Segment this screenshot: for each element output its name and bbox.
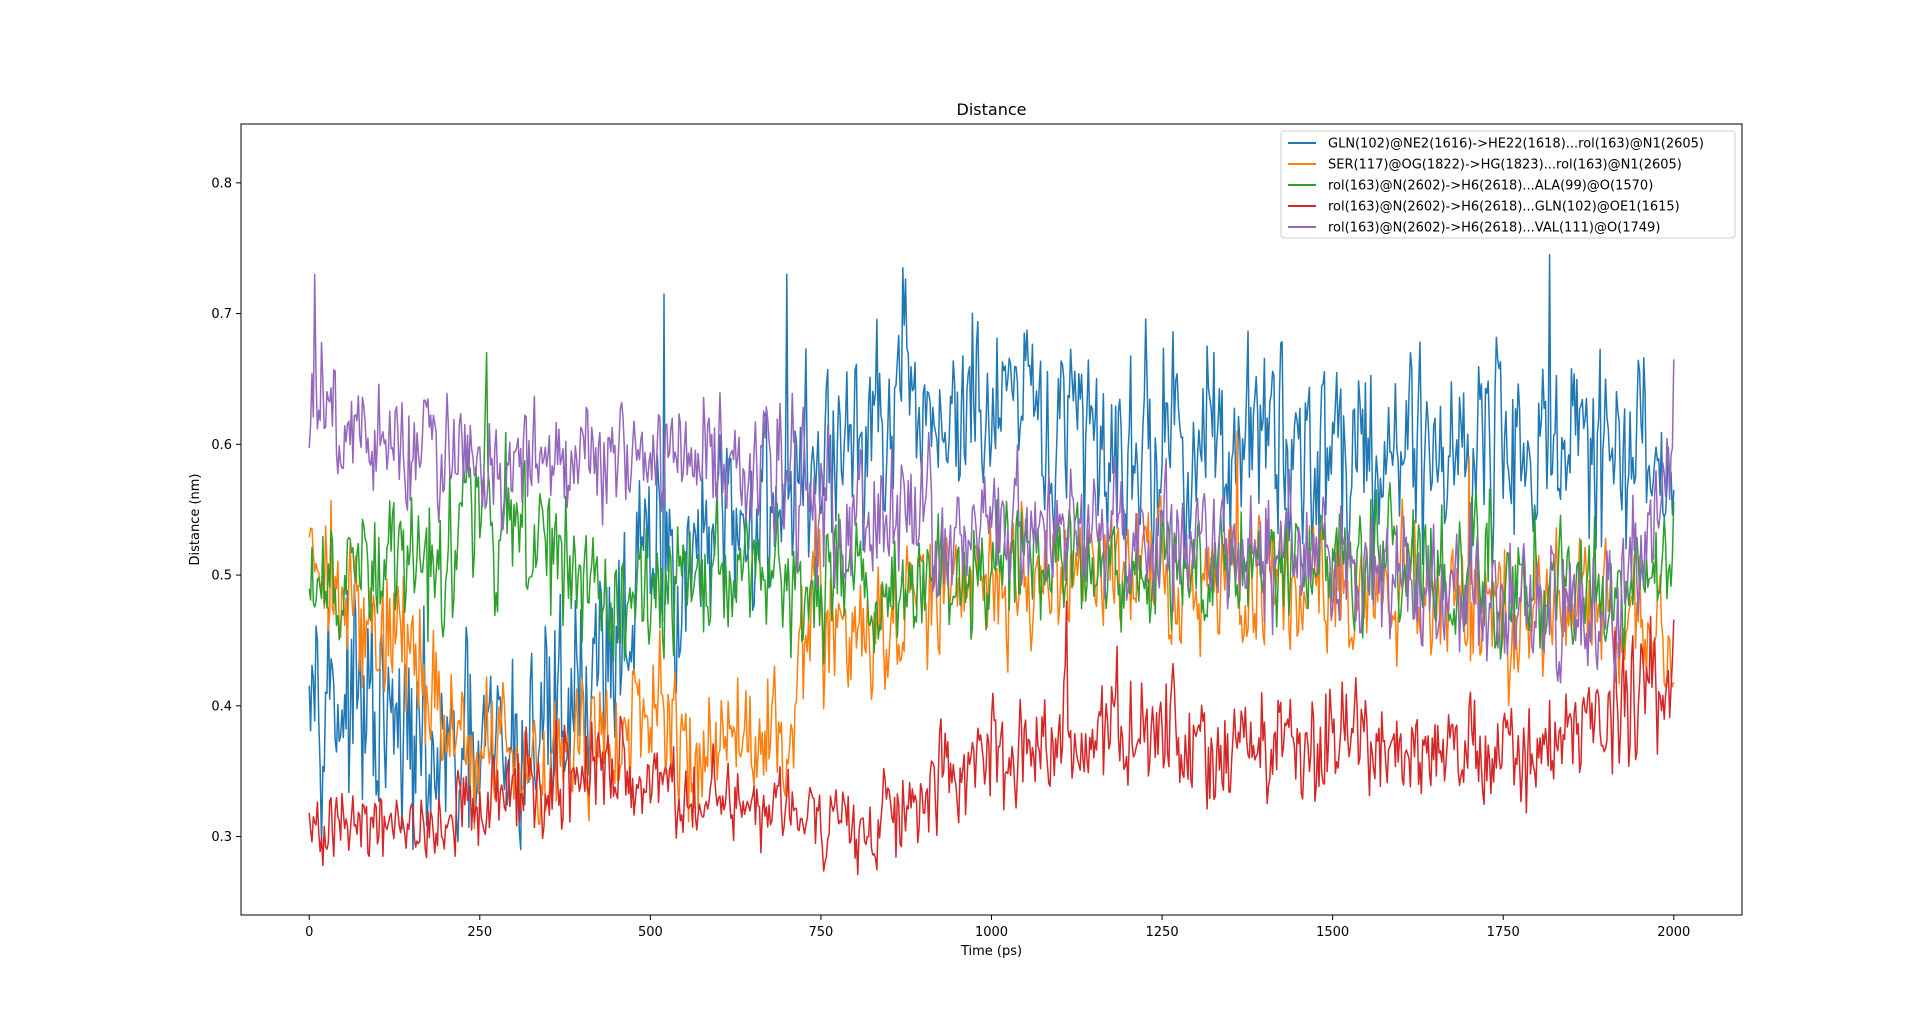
y-axis-ticks: 0.3 0.4 0.5 0.6 0.7 0.8 — [211, 176, 241, 845]
x-tick-label: 1250 — [1146, 925, 1179, 940]
y-axis-label: Distance (nm) — [188, 473, 203, 565]
legend-box — [1280, 130, 1736, 239]
chart-title: Distance — [957, 100, 1027, 119]
series-layer — [308, 253, 1675, 876]
x-tick-label: 1000 — [975, 925, 1008, 940]
y-tick-label: 0.5 — [211, 569, 232, 584]
y-tick-label: 0.8 — [211, 176, 232, 191]
legend-label: rol(163)@N(2602)->H6(2618)...GLN(102)@OE… — [1328, 200, 1680, 215]
y-tick-label: 0.3 — [211, 830, 232, 845]
x-tick-label: 1750 — [1487, 925, 1520, 940]
legend-label: SER(117)@OG(1822)->HG(1823)...rol(163)@N… — [1328, 158, 1682, 173]
x-tick-label: 250 — [467, 925, 492, 940]
y-tick-label: 0.6 — [211, 438, 232, 453]
legend: GLN(102)@NE2(1616)->HE22(1618)...rol(163… — [1280, 130, 1736, 239]
x-tick-label: 0 — [305, 925, 313, 940]
x-tick-label: 750 — [809, 925, 834, 940]
x-tick-label: 1500 — [1316, 925, 1349, 940]
y-tick-label: 0.7 — [211, 307, 232, 322]
series-line — [308, 273, 1675, 684]
x-axis-ticks: 0 250 500 750 1000 1250 1500 1750 2000 — [305, 915, 1690, 940]
legend-label: GLN(102)@NE2(1616)->HE22(1618)...rol(163… — [1328, 137, 1704, 152]
x-tick-label: 500 — [638, 925, 663, 940]
legend-label: rol(163)@N(2602)->H6(2618)...ALA(99)@O(1… — [1328, 179, 1653, 194]
plot-area-frame — [240, 123, 1743, 916]
x-axis-label: Time (ps) — [960, 944, 1022, 959]
legend-label: rol(163)@N(2602)->H6(2618)...VAL(111)@O(… — [1328, 221, 1660, 236]
y-tick-label: 0.4 — [211, 699, 232, 714]
x-tick-label: 2000 — [1657, 925, 1690, 940]
series-line — [308, 600, 1675, 876]
